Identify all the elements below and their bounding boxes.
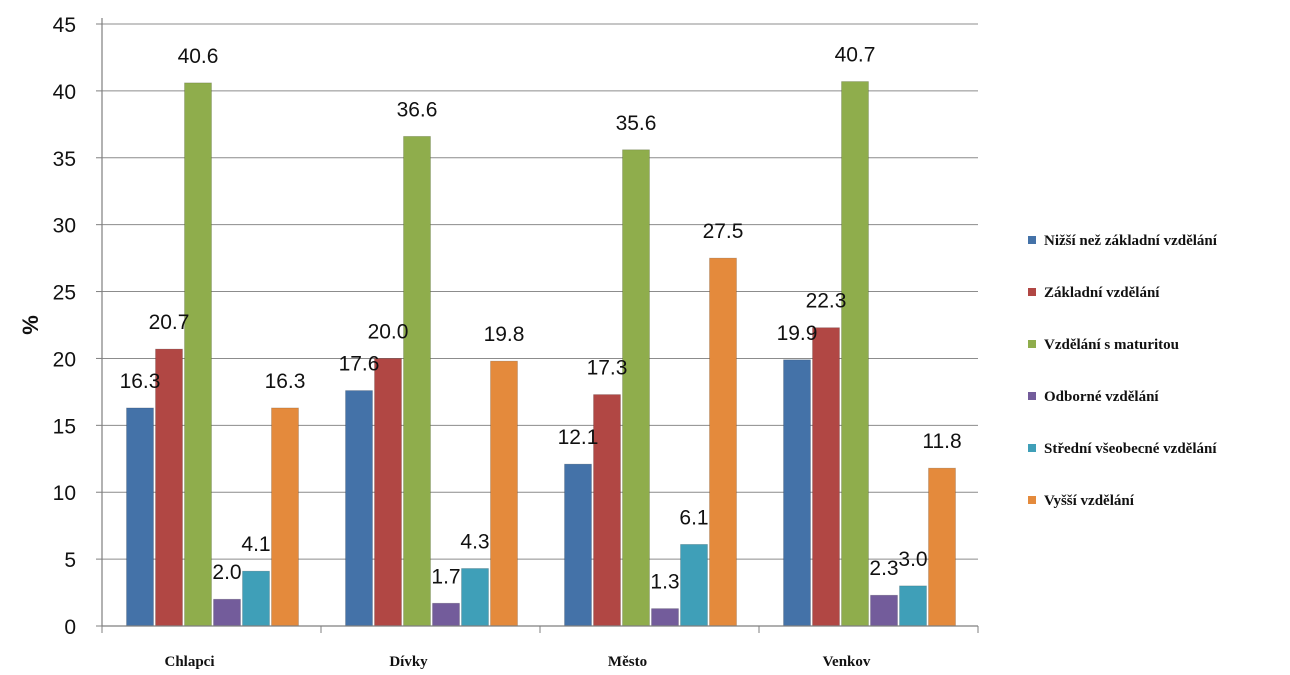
legend-swatch [1028,392,1036,400]
y-tick-label: 15 [53,415,76,438]
legend: Nižší než základní vzdělání Základní vzdě… [1028,233,1218,509]
legend-entry: Odborné vzdělání [1044,389,1159,405]
bar-5-3 [928,467,956,627]
legend-swatch [1028,444,1036,452]
y-tick-label: 10 [53,482,76,505]
bar-2-1 [403,135,431,627]
bar-5-0 [271,407,299,627]
bar-0-2 [564,463,592,627]
data-label: 6.1 [679,506,708,529]
y-tick-label: 5 [64,549,76,572]
data-label: 27.5 [703,220,744,243]
bar-5-1 [490,360,518,627]
legend-swatch [1028,496,1036,504]
y-tick-label: 45 [53,14,76,37]
bar-3-3 [870,594,898,627]
bar-2-0 [184,82,212,627]
gridlines [102,23,978,560]
legend-entry: Nižší než základní vzdělání [1044,233,1218,249]
bar-5-2 [709,257,737,627]
y-axis-label: % [18,315,43,335]
bar-1-3 [812,327,840,627]
data-label: 16.3 [120,370,161,393]
y-tick-label: 40 [53,81,76,104]
data-labels: 16.3 20.7 40.6 2.04.1 16.3 17.6 20.0 36.6 1.74.3… [120,44,962,594]
data-label: 12.1 [558,426,599,449]
bar-0-1 [345,390,373,627]
data-label: 20.7 [149,311,190,334]
data-label: 35.6 [616,112,657,135]
bar-0-0 [126,407,154,627]
legend-swatch [1028,236,1036,244]
data-label: 17.6 [339,353,380,376]
data-label: 2.0 [212,561,241,584]
data-label: 3.0 [898,548,927,571]
bar-3-2 [651,608,679,627]
legend-entry: Vyšší vzdělání [1044,493,1135,509]
axes: 0 5 10 15 20 25 30 35 40 45 Chlapci Dívky Město Venko… [53,14,979,670]
data-label: 19.8 [484,323,525,346]
data-label: 4.1 [241,533,270,556]
legend-entry: Vzdělání s maturitou [1044,337,1179,353]
bar-3-0 [213,598,241,627]
data-label: 36.6 [397,98,438,121]
data-label: 16.3 [265,370,306,393]
bar-2-2 [622,149,650,627]
bar-3-1 [432,602,460,627]
bar-4-2 [680,543,708,627]
y-tick-label: 30 [53,215,76,238]
data-label: 1.7 [431,565,460,588]
y-tick-label: 20 [53,348,76,371]
y-tick-label: 0 [64,616,76,639]
bar-4-1 [461,568,489,627]
legend-entry: Základní vzdělání [1044,285,1160,301]
data-label: 17.3 [587,357,628,380]
legend-swatch [1028,340,1036,348]
x-category-label: Chlapci [164,654,214,670]
data-label: 2.3 [869,557,898,580]
x-category-label: Město [608,654,647,670]
y-tick-label: 35 [53,148,76,171]
bar-4-0 [242,570,270,627]
x-category-label: Venkov [823,654,871,670]
data-label: 4.3 [460,530,489,553]
data-label: 1.3 [650,571,679,594]
data-label: 40.6 [178,45,219,68]
data-label: 40.7 [835,44,876,67]
bars [126,81,956,627]
y-tick-label: 25 [53,282,76,305]
data-label: 20.0 [368,320,409,343]
bar-0-3 [783,359,811,627]
data-label: 11.8 [922,430,961,453]
legend-swatch [1028,288,1036,296]
data-label: 19.9 [777,322,818,345]
data-label: 22.3 [806,290,847,313]
bar-1-1 [374,358,402,627]
bar-2-3 [841,81,869,627]
x-category-label: Dívky [389,654,428,670]
bar-4-3 [899,585,927,627]
legend-entry: Střední všeobecné vzdělání [1044,441,1217,457]
